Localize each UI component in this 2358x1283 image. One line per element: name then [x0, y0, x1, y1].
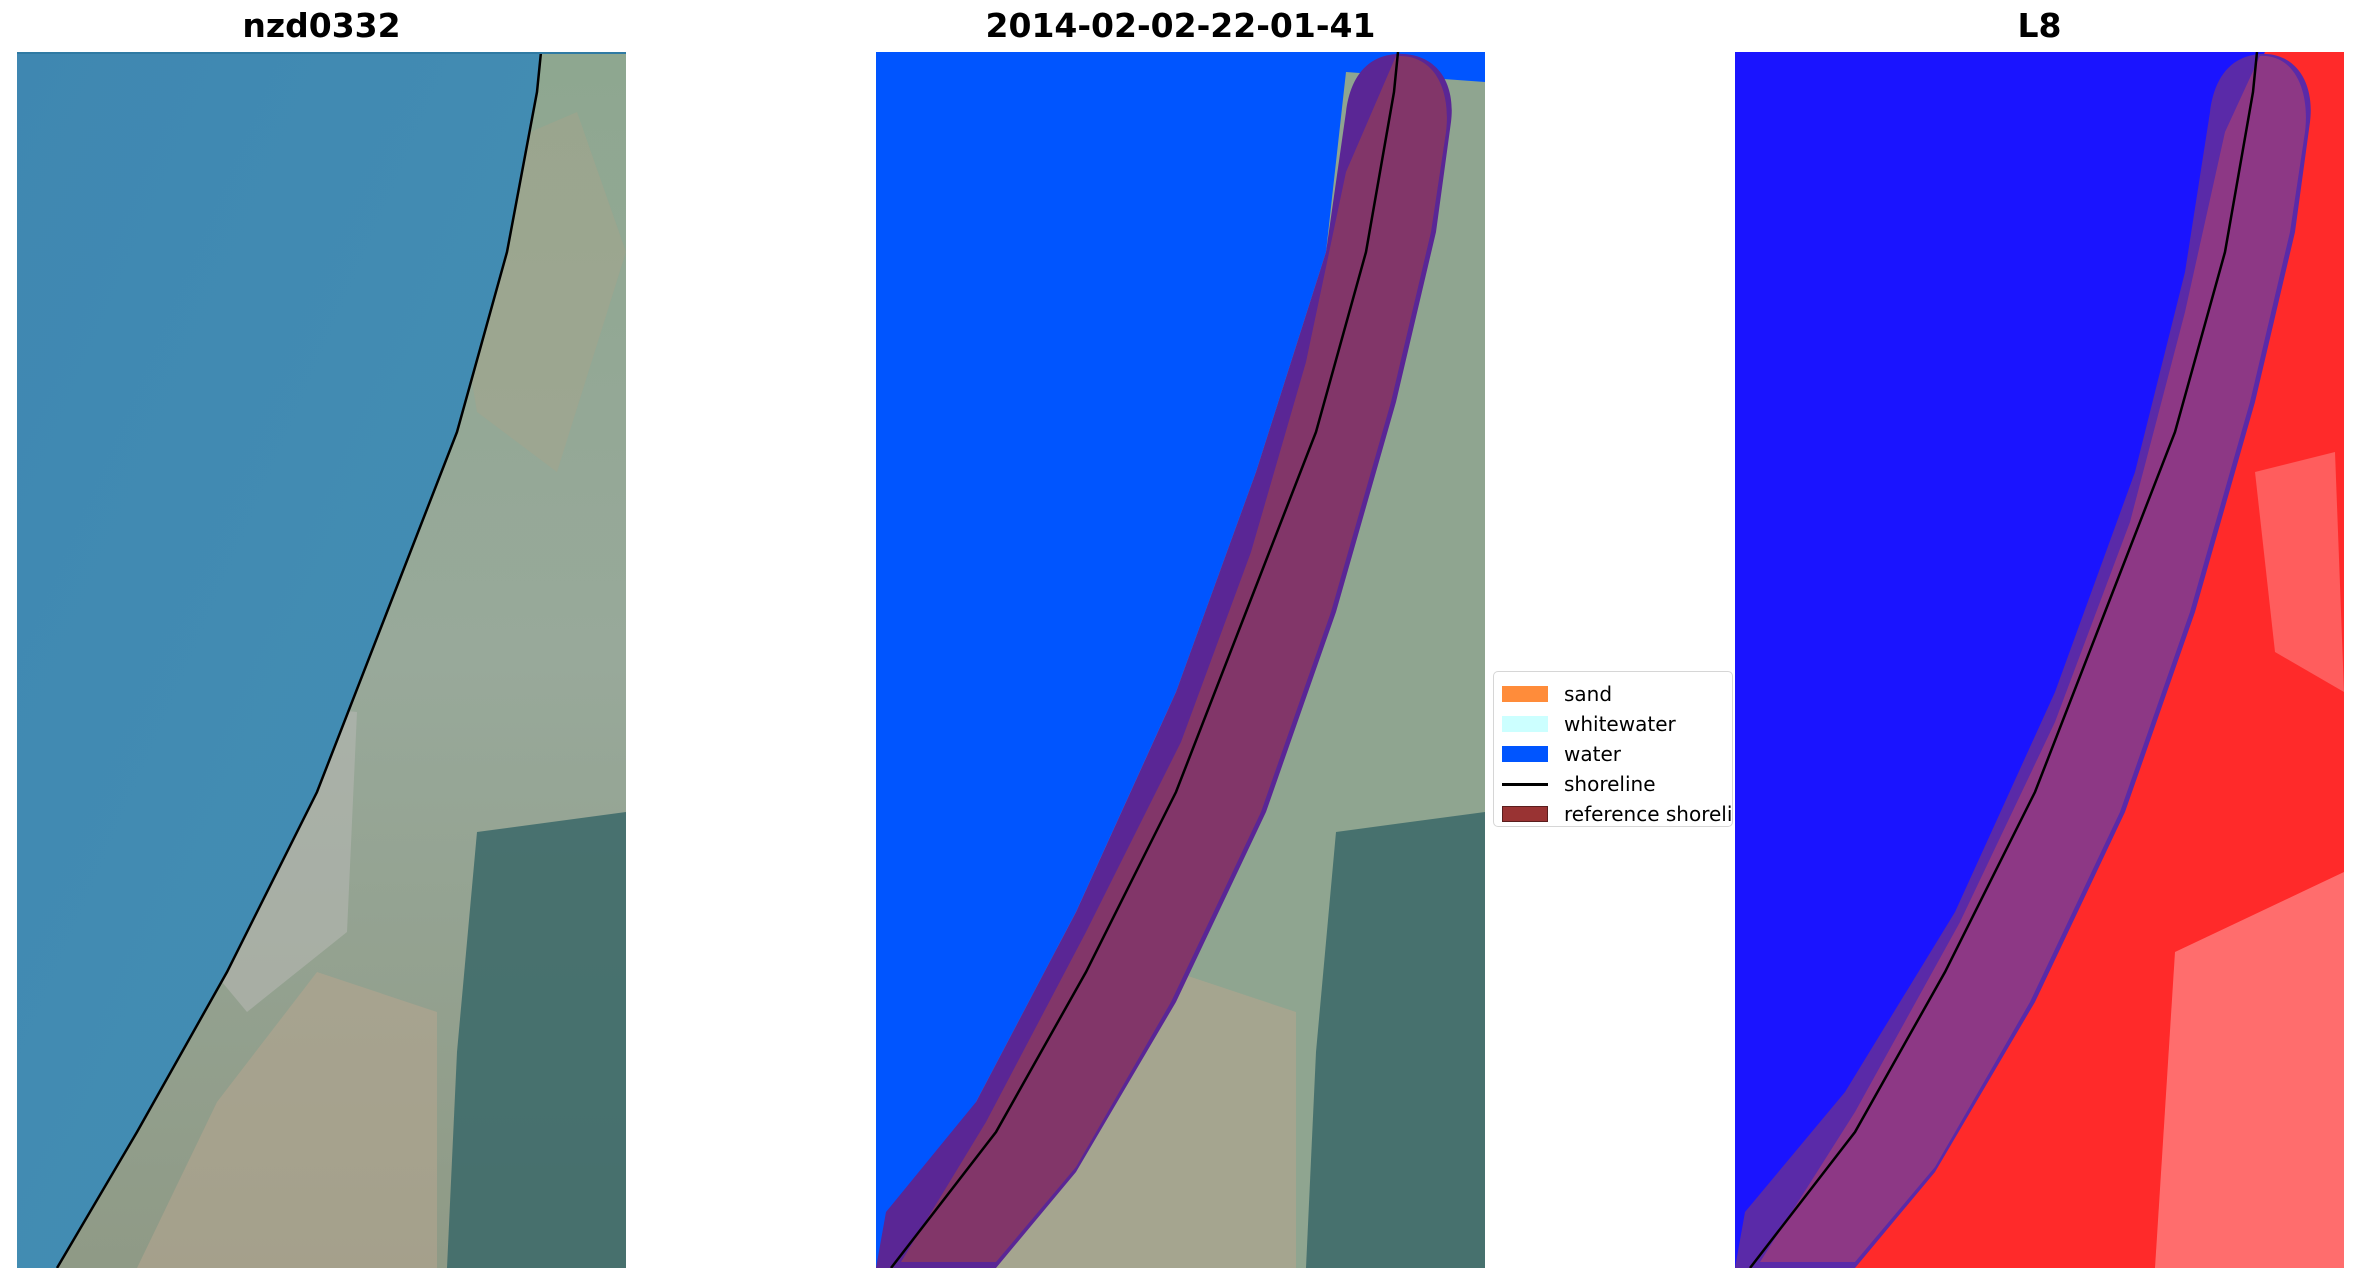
- panel-rgb: nzd0332: [17, 0, 626, 1283]
- panel-title-classification: 2014-02-02-22-01-41: [985, 6, 1376, 45]
- panel-l8: L8: [1735, 0, 2344, 1283]
- classification-image: [876, 52, 1485, 1268]
- panel-classification: 2014-02-02-22-01-41: [876, 0, 1485, 1283]
- legend-item-sand: sand: [1502, 682, 1732, 706]
- legend-item-shoreline: shoreline: [1502, 772, 1732, 796]
- panel-title-rgb: nzd0332: [242, 6, 401, 45]
- legend-line-shoreline: [1502, 776, 1548, 792]
- panel-title-l8: L8: [2017, 6, 2062, 45]
- legend-swatch-sand: [1502, 686, 1548, 702]
- legend-item-reference-shoreline: reference shoreline: [1502, 802, 1733, 826]
- legend-item-water: water: [1502, 742, 1732, 766]
- legend-label-reference-shoreline: reference shoreline: [1564, 802, 1733, 826]
- legend: sand whitewater water shoreline referenc…: [1493, 671, 1733, 827]
- legend-label-sand: sand: [1564, 682, 1613, 706]
- legend-swatch-whitewater: [1502, 716, 1548, 732]
- legend-label-whitewater: whitewater: [1564, 712, 1676, 736]
- l8-image: [1735, 52, 2344, 1268]
- legend-label-water: water: [1564, 742, 1621, 766]
- legend-swatch-reference-shoreline: [1502, 806, 1548, 822]
- legend-item-whitewater: whitewater: [1502, 712, 1732, 736]
- legend-label-shoreline: shoreline: [1564, 772, 1656, 796]
- legend-swatch-water: [1502, 746, 1548, 762]
- rgb-image: [17, 52, 626, 1268]
